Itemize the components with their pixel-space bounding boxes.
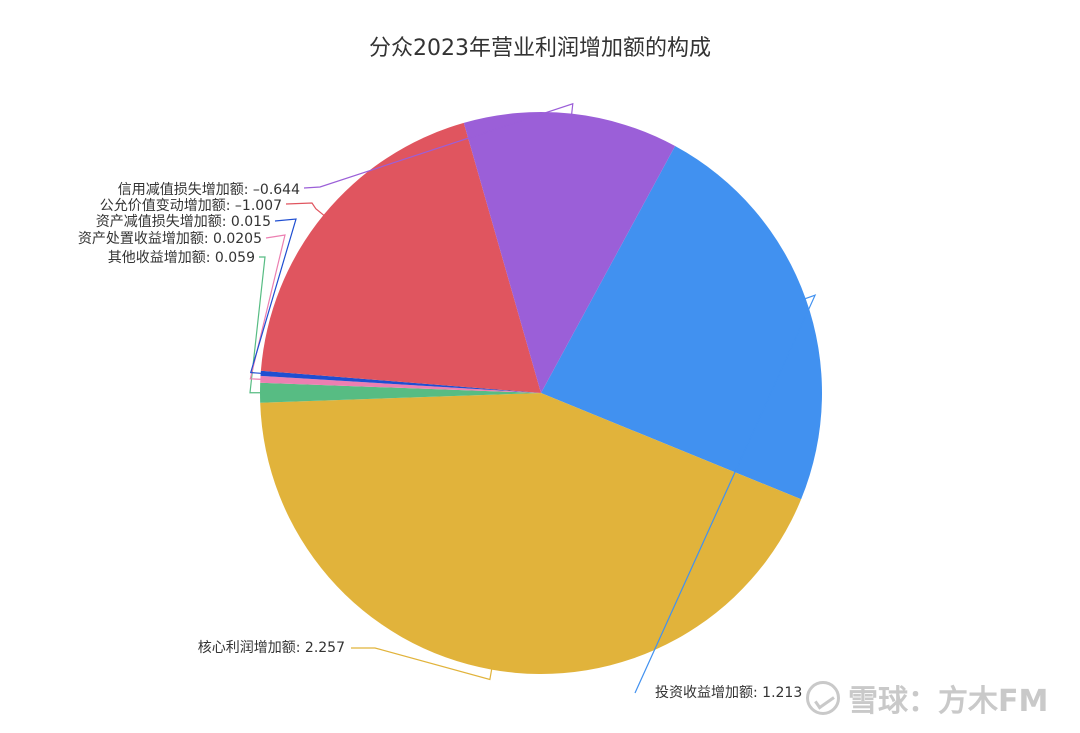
- slice-label-0: 投资收益增加额: 1.213: [655, 685, 802, 701]
- pie-slice-4: [260, 370, 541, 393]
- leader-line-4: [249, 218, 297, 375]
- leader-line-0: [634, 294, 817, 694]
- slice-label-3: 资产处置收益增加额: 0.0205: [78, 231, 262, 247]
- leader-line-2: [249, 256, 266, 394]
- slice-label-1: 核心利润增加额: 2.257: [198, 640, 345, 656]
- leader-line-6: [303, 102, 574, 189]
- leader-line-5: [285, 202, 326, 217]
- pie-slice-2: [259, 382, 541, 403]
- chart-title: 分众2023年营业利润增加额的构成: [369, 36, 711, 61]
- slice-label-2: 其他收益增加额: 0.059: [108, 250, 255, 266]
- xueqiu-logo-icon: [806, 681, 840, 715]
- slice-label-5: 公允价值变动增加额: –1.007: [100, 198, 282, 214]
- pie-slice-1: [260, 393, 802, 674]
- pie-slice-3: [260, 375, 541, 393]
- pie-slice-5: [260, 122, 541, 393]
- pie-slice-0: [541, 146, 822, 500]
- slice-label-6: 信用减值损失增加额: –0.644: [118, 182, 300, 198]
- watermark: 雪球：方木FM: [806, 676, 1048, 720]
- leader-line-1: [351, 647, 493, 681]
- watermark-text: 雪球：方木FM: [848, 684, 1049, 719]
- slice-label-4: 资产减值损失增加额: 0.015: [96, 214, 271, 230]
- pie-slice-6: [463, 112, 676, 394]
- leader-line-3: [249, 234, 286, 380]
